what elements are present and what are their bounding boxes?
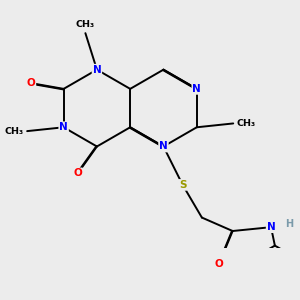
Text: N: N xyxy=(267,222,275,232)
Text: S: S xyxy=(179,180,186,190)
Text: N: N xyxy=(192,84,201,94)
Text: O: O xyxy=(27,78,35,88)
Text: CH₃: CH₃ xyxy=(237,119,256,128)
Text: H: H xyxy=(285,220,293,230)
Text: N: N xyxy=(159,142,168,152)
Text: N: N xyxy=(92,65,101,75)
Text: O: O xyxy=(73,168,82,178)
Text: N: N xyxy=(59,122,68,132)
Text: CH₃: CH₃ xyxy=(76,20,95,29)
Text: O: O xyxy=(215,259,224,269)
Text: CH₃: CH₃ xyxy=(5,127,24,136)
